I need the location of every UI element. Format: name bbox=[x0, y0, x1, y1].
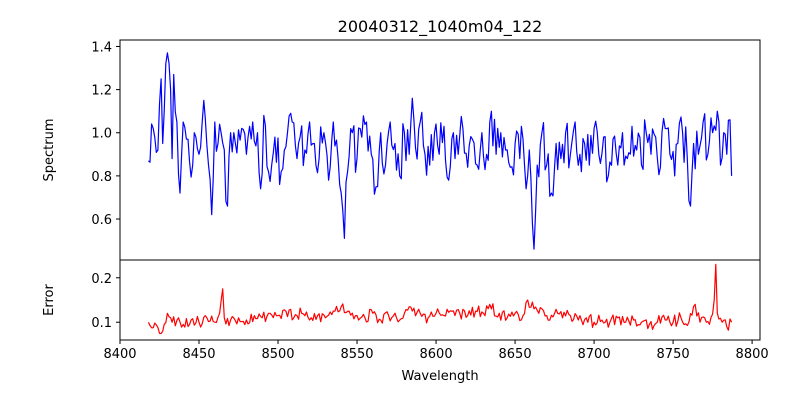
error-series-line bbox=[147, 263, 733, 335]
error-xlabel: Wavelength bbox=[401, 369, 478, 384]
spectrum-ytick-label: 0.8 bbox=[91, 170, 112, 185]
spectrum-ytick-label: 1.4 bbox=[91, 40, 112, 55]
spectrum-series bbox=[148, 52, 733, 250]
spectrum-ylabel: Spectrum bbox=[42, 119, 57, 182]
error-xtick-label: 8400 bbox=[103, 347, 136, 362]
spectrum-panel: 0.6 0.8 1.0 1.2 1.4 Spectrum bbox=[42, 39, 761, 264]
error-axis-ticks: 8400 8450 8500 8550 8600 8650 8700 8750 8800 0.1 0… bbox=[91, 272, 768, 362]
error-xtick-label: 8500 bbox=[261, 347, 294, 362]
spectrum-ytick-label: 0.6 bbox=[91, 213, 112, 228]
spectrum-ytick-label: 1.2 bbox=[91, 84, 112, 99]
error-plot-area bbox=[120, 260, 760, 340]
error-xtick-label: 8700 bbox=[578, 347, 611, 362]
error-xtick-label: 8550 bbox=[340, 347, 373, 362]
error-ylabel: Error bbox=[42, 284, 57, 316]
spectrum-series-line bbox=[148, 52, 733, 250]
error-xtick-label: 8600 bbox=[420, 347, 453, 362]
error-xtick-label: 8450 bbox=[182, 347, 215, 362]
chart-title: 20040312_1040m04_122 bbox=[338, 17, 543, 37]
error-xtick-label: 8650 bbox=[499, 347, 532, 362]
error-xtick-label: 8800 bbox=[736, 347, 769, 362]
error-panel: 8400 8450 8500 8550 8600 8650 8700 8750 8800 0.1 0… bbox=[42, 259, 769, 384]
error-xtick-label: 8750 bbox=[657, 347, 690, 362]
error-ytick-label: 0.1 bbox=[91, 316, 112, 331]
error-series bbox=[147, 263, 733, 335]
error-ytick-label: 0.2 bbox=[91, 272, 112, 287]
spectrum-ytick-label: 1.0 bbox=[91, 127, 112, 142]
error-plot-frame bbox=[119, 259, 761, 341]
